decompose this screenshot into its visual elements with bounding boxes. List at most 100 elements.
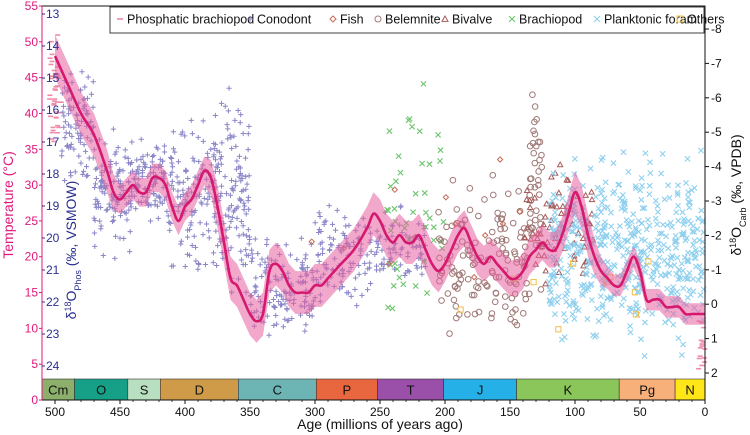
belemnite-point [527,175,535,182]
conodont-point [170,263,176,269]
conodont-point [184,234,191,240]
planktonic-foram-point [675,202,682,209]
conodont-point [272,304,278,311]
planktonic-foram-point [603,311,610,318]
conodont-point [191,158,197,164]
carbonate-axis-title: δ18OCarb (‰, VPDB) [728,134,748,255]
brachiopod-point [397,169,404,176]
planktonic-foram-point [641,205,648,212]
conodont-point [200,118,206,124]
conodont-point [237,120,243,126]
conodont-point [227,192,234,198]
temperature-tick-label: 25 [25,214,39,228]
conodont-point [201,195,207,201]
planktonic-foram-point [681,216,688,223]
conodont-point [312,220,318,226]
belemnite-point [449,176,457,184]
conodont-point [83,164,90,170]
planktonic-foram-point [656,254,663,261]
bivalve-point [542,267,550,274]
planktonic-foram-point [654,281,661,288]
planktonic-foram-point [566,302,573,309]
legend-marker-planktonic-foram [593,15,601,23]
planktonic-foram-point [641,319,648,326]
belemnite-point [488,314,495,322]
planktonic-foram-point [627,323,634,330]
conodont-point [178,241,184,247]
phosphate-axis-title: δ18OPhos (‰, VSMOW) [63,181,83,320]
bivalve-point [563,176,571,183]
conodont-point [178,238,184,244]
belemnite-point [538,151,545,159]
brachiopod-point [422,209,429,216]
fish-point [470,273,478,281]
planktonic-foram-point [587,165,594,172]
planktonic-foram-point [692,255,699,262]
planktonic-foram-point [698,268,705,275]
planktonic-foram-point [625,168,632,175]
belemnite-point [504,190,512,198]
planktonic-foram-point [684,272,691,279]
planktonic-foram-point [638,248,645,255]
belemnite-point [455,271,463,279]
planktonic-foram-point [642,150,649,157]
conodont-point [189,242,195,249]
conodont-point [223,191,230,197]
conodont-point [278,293,285,299]
planktonic-foram-point [675,335,682,342]
carbonate-tick-label: -5 [711,125,722,139]
conodont-point [238,257,245,263]
temperature-tick-label: 10 [25,321,39,335]
planktonic-foram-point [594,220,601,227]
planktonic-foram-point [627,230,634,237]
conodont-point [117,213,124,219]
conodont-point [122,147,128,153]
planktonic-foram-point [632,185,639,192]
planktonic-foram-point [598,199,605,206]
planktonic-foram-point [597,293,604,300]
conodont-point [233,143,239,149]
conodont-point [273,312,279,319]
planktonic-foram-point [691,237,698,244]
conodont-point [259,256,265,262]
brachiopod-point [421,190,428,197]
belemnite-point [468,291,476,299]
conodont-point [238,248,244,254]
bivalve-point [582,191,590,198]
conodont-point [299,265,305,271]
conodont-point [100,252,106,259]
planktonic-foram-point [664,261,671,268]
brachiopod-point [437,158,444,165]
belemnite-point [526,219,534,226]
conodont-point [112,151,118,157]
planktonic-foram-point [595,227,602,234]
conodont-point [419,271,425,277]
conodont-point [230,186,236,192]
conodont-point [127,229,133,235]
conodont-point [116,168,122,174]
brachiopod-point [430,224,437,231]
conodont-point [226,214,232,220]
conodont-point [104,206,110,213]
planktonic-foram-point [584,316,591,323]
conodont-point [75,136,82,142]
conodont-point [232,117,238,123]
conodont-point [155,146,161,152]
planktonic-foram-point [679,267,686,274]
planktonic-foram-point [546,200,553,207]
planktonic-foram-point [650,271,657,278]
conodont-point [264,241,270,248]
carbonate-tick-label: 1 [711,332,718,346]
phosphate-tick-label: 19 [46,199,60,213]
conodont-point [245,226,251,233]
planktonic-foram-point [669,224,676,231]
conodont-point [232,182,238,189]
planktonic-foram-point [685,199,692,206]
conodont-point [286,317,292,323]
planktonic-foram-point [562,317,569,324]
legend-label-phosphatic-brachiopod: Phosphatic brachiopod [127,13,254,27]
planktonic-foram-point [672,237,679,244]
planktonic-foram-point [548,225,555,232]
conodont-point [161,143,168,149]
fish-point [442,193,450,201]
